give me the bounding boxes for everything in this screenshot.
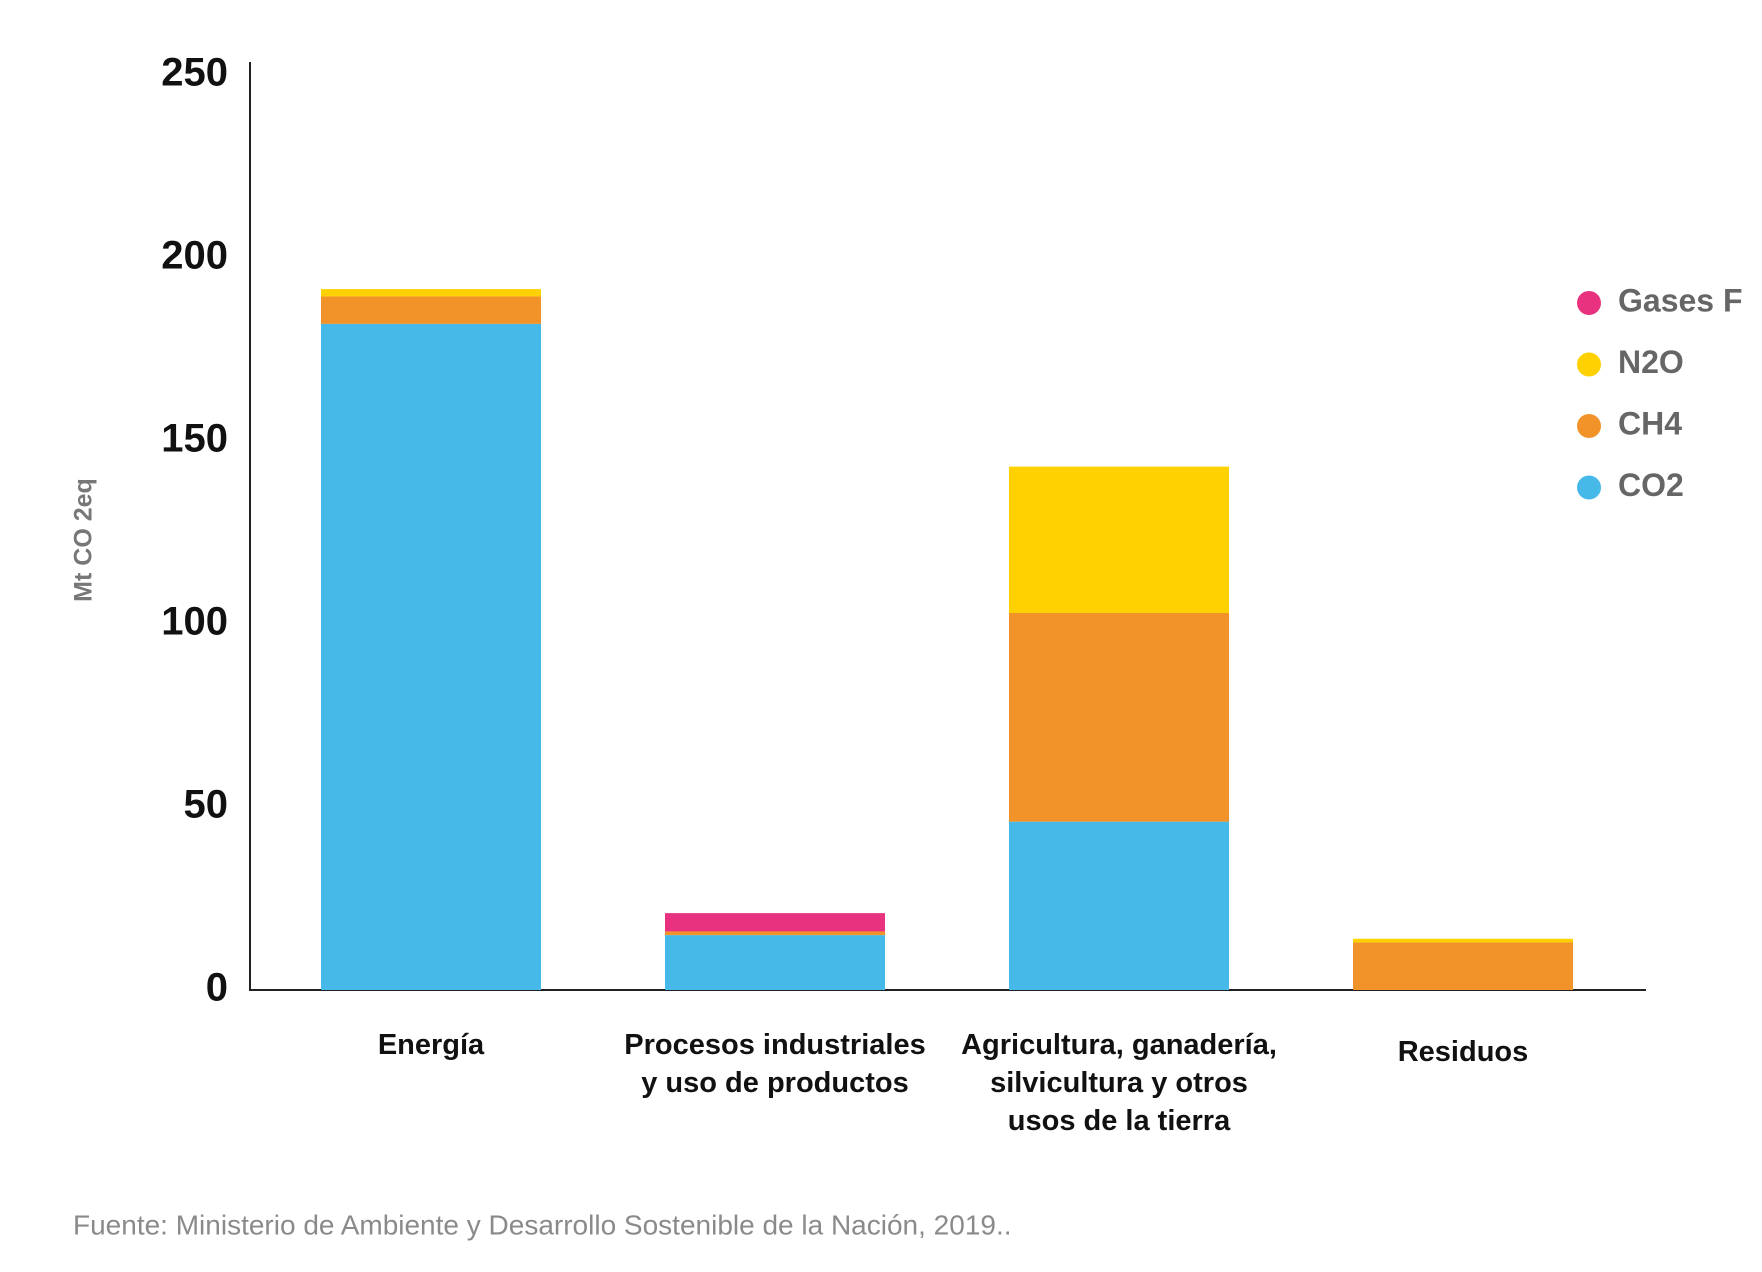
y-axis-label: Mt CO 2eq [70,478,98,602]
legend-marker [1577,475,1601,500]
bar-segment [321,289,541,297]
legend-marker [1577,352,1601,377]
y-tick-label: 0 [206,966,228,1010]
x-tick-label: Procesos industriales y uso de productos [624,1029,925,1099]
legend-label: Gases F [1618,282,1743,318]
y-tick-label: 50 [184,783,229,827]
x-tick-label-line: Agricultura, ganadería, [961,1029,1277,1061]
x-tick-label: Energía [378,1029,485,1061]
legend-label: CH4 [1618,405,1682,441]
x-tick-label-line: silvicultura y otros [990,1067,1248,1099]
y-tick-label: 250 [161,51,228,95]
legend-marker [1577,291,1601,315]
bar-segment [1009,466,1229,614]
bar-segment [665,931,885,936]
source-note: Fuente: Ministerio de Ambiente y Desarro… [73,1209,1012,1240]
y-tick-label: 200 [161,234,228,278]
bar-segment [1353,938,1573,943]
x-tick-label: Residuos [1398,1036,1529,1068]
x-tick-label-line: Residuos [1398,1036,1529,1068]
bar-segment [321,296,541,324]
x-tick-label-line: y uso de productos [641,1067,908,1099]
y-tick-label: 150 [161,417,228,461]
bar-segment [1009,821,1229,990]
legend-label: N2O [1618,344,1684,380]
x-tick-label-line: Energía [378,1029,485,1061]
y-tick-label: 100 [161,600,228,644]
legend-marker [1577,414,1601,438]
bar-segment [1353,942,1573,990]
bar-segment [665,935,885,990]
x-tick-label-line: usos de la tierra [1008,1105,1231,1137]
bar-segment [1009,613,1229,822]
legend-label: CO2 [1618,467,1684,503]
bar-segment [321,323,541,990]
x-tick-label: Agricultura, ganadería, silvicultura y ot… [961,1029,1277,1137]
x-tick-label-line: Procesos industriales [624,1029,925,1061]
bar-segment [665,913,885,932]
